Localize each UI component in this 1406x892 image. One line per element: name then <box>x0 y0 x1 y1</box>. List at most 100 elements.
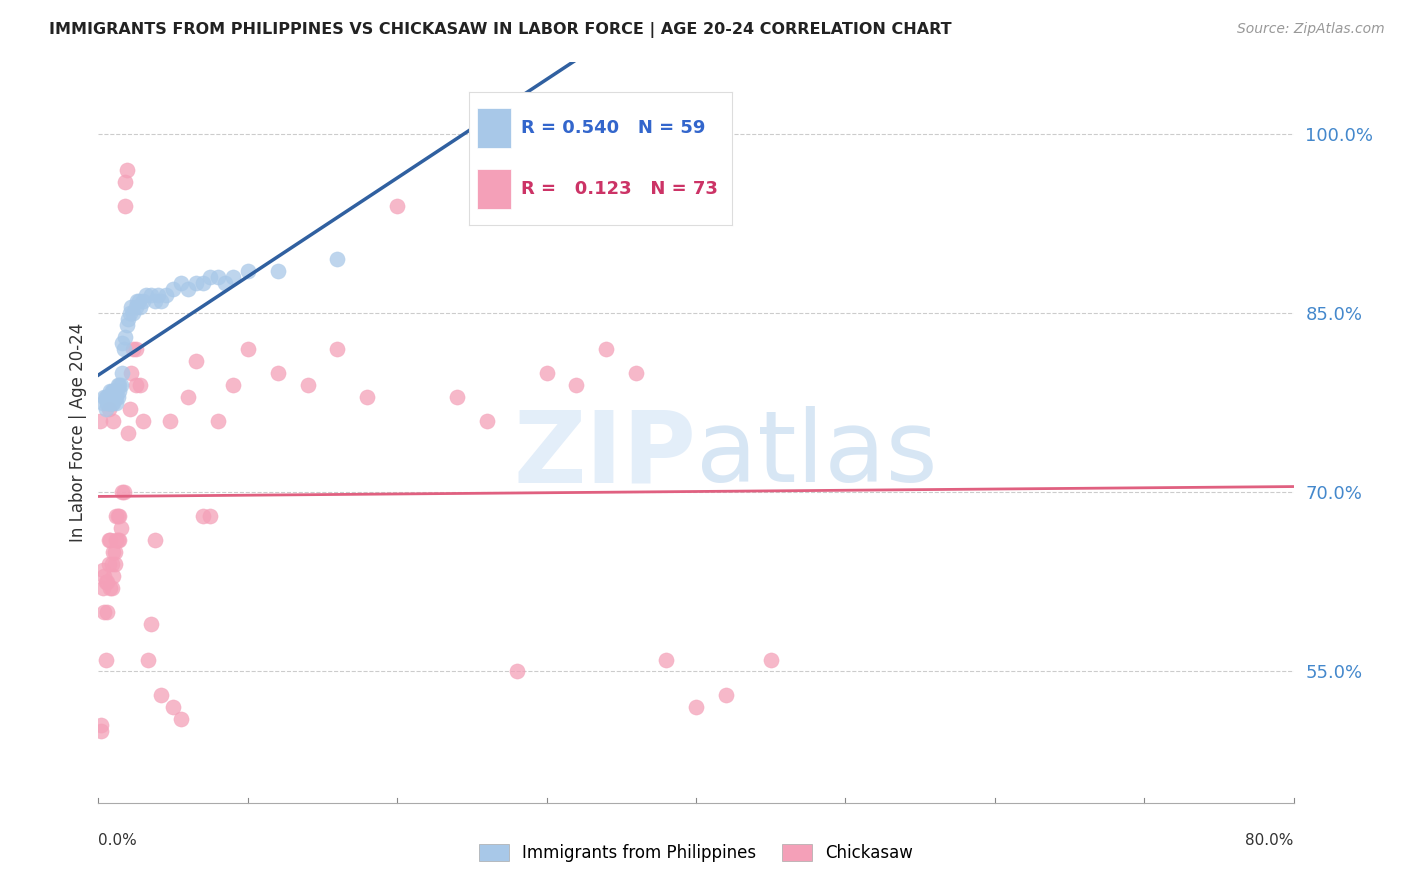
Point <box>108 384 131 398</box>
Text: 0.0%: 0.0% <box>98 832 138 847</box>
Point <box>385 199 409 213</box>
Point <box>155 288 177 302</box>
Point <box>97 401 120 416</box>
Point <box>200 509 222 524</box>
Point <box>94 390 117 404</box>
Point <box>105 390 128 404</box>
Y-axis label: In Labor Force | Age 20-24: In Labor Force | Age 20-24 <box>69 323 87 542</box>
Point <box>118 401 141 416</box>
Point <box>267 366 290 380</box>
Point <box>655 652 678 666</box>
Point <box>91 581 114 595</box>
Point <box>207 270 229 285</box>
Point <box>112 342 135 356</box>
Point <box>125 342 148 356</box>
Point <box>103 569 125 583</box>
Point <box>685 700 707 714</box>
Point <box>222 377 245 392</box>
Point <box>143 294 166 309</box>
Point <box>626 366 648 380</box>
Point <box>120 300 142 314</box>
Point <box>550 121 572 136</box>
Point <box>93 390 115 404</box>
Point <box>148 288 170 302</box>
Point <box>96 605 118 619</box>
Point <box>98 581 122 595</box>
Point <box>118 306 141 320</box>
Point <box>169 712 191 726</box>
Text: 80.0%: 80.0% <box>1246 832 1294 847</box>
Point <box>150 689 173 703</box>
Point <box>128 294 150 309</box>
Point <box>94 401 117 416</box>
Point <box>111 366 134 380</box>
Point <box>94 574 117 589</box>
Point <box>125 377 148 392</box>
Point <box>446 390 468 404</box>
Point <box>356 390 378 404</box>
Point <box>200 270 222 285</box>
Point <box>90 724 112 739</box>
Point <box>98 396 122 410</box>
Point <box>207 414 229 428</box>
Point <box>184 277 207 291</box>
Point <box>104 545 127 559</box>
Point <box>117 312 139 326</box>
Point <box>107 390 129 404</box>
Point <box>121 306 143 320</box>
Point <box>104 557 127 571</box>
Point <box>96 396 118 410</box>
Point <box>139 288 162 302</box>
Point <box>101 396 124 410</box>
Point <box>105 396 128 410</box>
Point <box>96 574 118 589</box>
Point <box>97 533 120 547</box>
Text: atlas: atlas <box>696 407 938 503</box>
Point <box>98 390 122 404</box>
Point <box>94 652 117 666</box>
Point <box>214 277 236 291</box>
Point <box>101 384 124 398</box>
Point <box>111 485 134 500</box>
Point <box>97 390 120 404</box>
Point <box>108 533 131 547</box>
Point <box>595 342 617 356</box>
Point <box>759 652 782 666</box>
Point <box>135 288 157 302</box>
Point <box>159 414 181 428</box>
Point <box>105 533 128 547</box>
Point <box>93 569 115 583</box>
Text: IMMIGRANTS FROM PHILIPPINES VS CHICKASAW IN LABOR FORCE | AGE 20-24 CORRELATION : IMMIGRANTS FROM PHILIPPINES VS CHICKASAW… <box>49 22 952 38</box>
Text: ZIP: ZIP <box>513 407 696 503</box>
Point <box>117 425 139 440</box>
Point <box>236 342 259 356</box>
Text: Source: ZipAtlas.com: Source: ZipAtlas.com <box>1237 22 1385 37</box>
Point <box>714 689 737 703</box>
Point <box>97 557 120 571</box>
Point <box>177 390 200 404</box>
Point <box>222 270 245 285</box>
Point <box>475 414 498 428</box>
Point <box>267 264 290 278</box>
Point <box>103 396 125 410</box>
Point <box>93 605 115 619</box>
Point <box>101 581 124 595</box>
Point <box>103 390 125 404</box>
Point <box>125 300 148 314</box>
Point <box>91 396 114 410</box>
Point <box>162 700 184 714</box>
Point <box>107 377 129 392</box>
Point <box>114 330 136 344</box>
Point <box>108 509 131 524</box>
Point <box>127 294 149 309</box>
Point <box>114 199 136 213</box>
Point <box>121 342 143 356</box>
Point <box>96 390 118 404</box>
Point <box>115 318 138 333</box>
Point <box>565 377 588 392</box>
Point <box>139 616 162 631</box>
Point <box>98 384 122 398</box>
Legend: Immigrants from Philippines, Chickasaw: Immigrants from Philippines, Chickasaw <box>472 837 920 869</box>
Point <box>104 384 127 398</box>
Point <box>191 277 214 291</box>
